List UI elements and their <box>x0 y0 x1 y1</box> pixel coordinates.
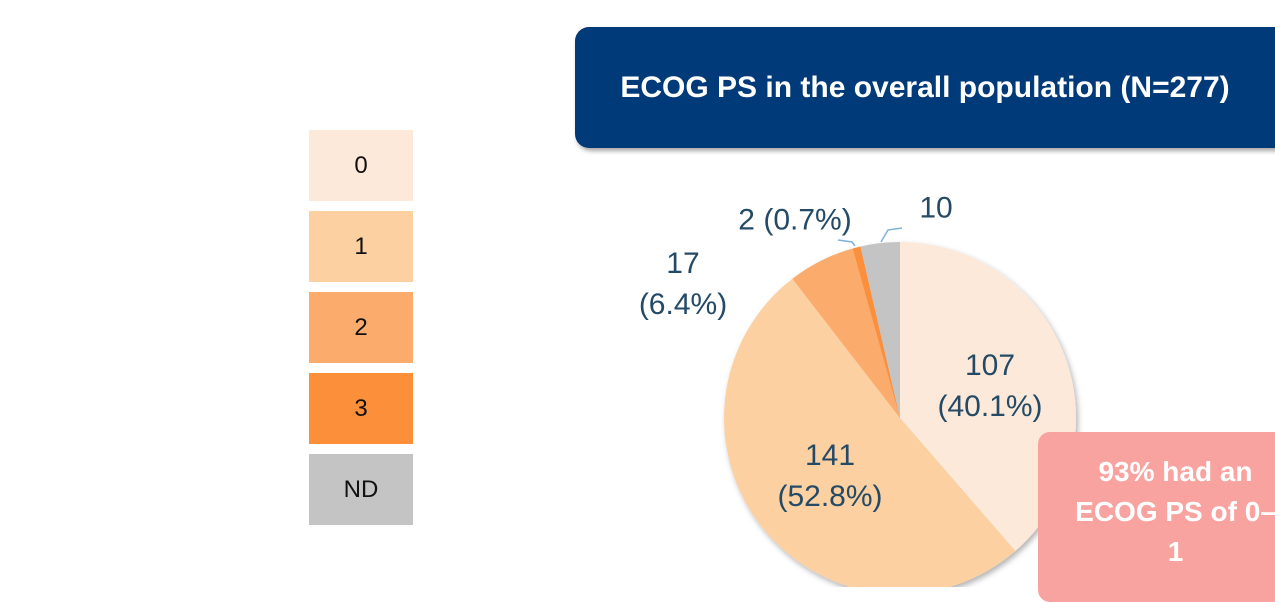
annotation: 93% had an ECOG PS of 0–1 <box>1075 456 1275 567</box>
legend-entry: 2 <box>309 292 413 363</box>
data-label: 141 (52.8%) <box>777 439 883 513</box>
pie <box>724 242 1076 587</box>
data-label: 2 (0.7%) <box>738 203 852 237</box>
pie-slice <box>852 246 900 418</box>
slide: {"chart_data": {"type": "pie", "title": … <box>309 27 1275 602</box>
pie-slice <box>792 248 900 418</box>
legend-entry: ND <box>309 454 413 525</box>
legend-entry: 1 <box>309 211 413 282</box>
leader-line <box>880 227 903 243</box>
pie-slice <box>860 242 900 418</box>
pie-chart <box>724 227 1076 587</box>
legend-entry: 0 <box>309 130 413 201</box>
legend-entry: 3 <box>309 373 413 444</box>
data-label: 17 (6.4%) <box>638 247 728 321</box>
data-label: 10 <box>919 191 953 225</box>
chart-title: ECOG PS in the overall population (N=277… <box>620 70 1230 104</box>
pie-slice <box>724 278 1016 587</box>
callout: 93% had an ECOG PS of 0–1 <box>1038 432 1275 602</box>
title-box: ECOG PS in the overall population (N=277… <box>575 27 1275 148</box>
data-label: 107 (40.1%) <box>937 349 1043 423</box>
pie-slice <box>900 242 1076 551</box>
leader-line <box>837 239 856 247</box>
